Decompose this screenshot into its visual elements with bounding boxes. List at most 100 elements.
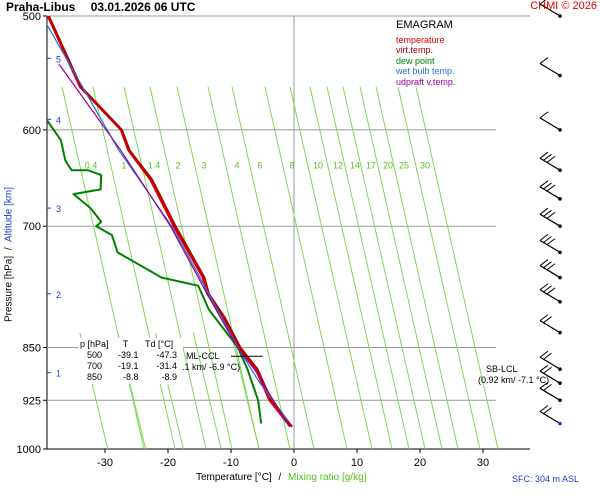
pressure-tick-label: 500 (23, 11, 41, 23)
table-cell: 700 (86, 361, 102, 371)
altitude-tick-label: 1 (56, 369, 61, 379)
wind-barb-icon (539, 381, 562, 403)
copyright: CHMI © 2026 (530, 0, 597, 12)
mixing-ratio-label: 20 (383, 160, 393, 170)
legend-title: EMAGRAM (396, 19, 453, 31)
mixing-ratio-label: 12 (333, 160, 343, 170)
table-cell: 850 (86, 372, 102, 382)
pressure-tick-label: 600 (23, 125, 41, 137)
mixing-ratio-label: 25 (399, 160, 409, 170)
table-cell: 500 (86, 350, 102, 360)
mixing-ratio-label: 17 (366, 160, 376, 170)
mixing-ratio-label: 3 (201, 160, 206, 170)
mixing-ratio-line (149, 86, 233, 449)
wind-barb-icon (539, 207, 562, 228)
mixing-ratio-line (289, 86, 373, 449)
temp-tick-label: -20 (160, 457, 176, 469)
y-label-altitude: Altitude [km] (3, 187, 15, 243)
wind-barb-icon (539, 259, 562, 280)
ml-ccl-value: .1 km/ -6.9 °C) (182, 361, 241, 372)
wind-barb-icon (539, 364, 562, 385)
legend-item-temperature: temperature (396, 34, 445, 45)
mixing-ratio-label: 0.4 (85, 160, 98, 170)
x-axis-label: Temperature [°C] / Mixing ratio [g/kg] (196, 472, 366, 483)
table-cell: -47.3 (156, 350, 178, 360)
station-title: Praha-Libus 03.01.2026 06 UTC (6, 0, 195, 14)
mixing-ratio-label: 4 (234, 160, 239, 170)
table-cell: -8.9 (161, 372, 178, 382)
table-row: 500 -39.1 -47.3 (80, 350, 181, 361)
surface-info: SFC: 304 m ASL (512, 474, 580, 484)
series-line-wet-bulb-temp (47, 23, 289, 421)
wind-barb-icon (539, 57, 562, 78)
wind-barb-icon (539, 0, 562, 18)
mixing-ratio-label: 10 (313, 160, 323, 170)
wind-barb-icon (539, 350, 562, 371)
mixing-ratio-lines (61, 86, 499, 449)
mixing-ratio-label: 1.4 (148, 160, 161, 170)
table-cell: -8.8 (123, 372, 139, 382)
table-header-td: Td [°C] (144, 339, 174, 349)
altitude-tick-label: 2 (56, 290, 61, 300)
mixing-ratio-line (176, 86, 260, 449)
altitude-tick-label: 5 (56, 54, 61, 64)
mixing-ratio-line (231, 86, 315, 449)
wind-barb-icon (539, 234, 562, 255)
legend-item-virt-temp: virt.temp. (396, 45, 434, 55)
guide-line (230, 332, 260, 449)
mixing-ratio-line (415, 86, 499, 449)
mixing-ratio-line (375, 86, 459, 449)
mixing-ratio-line (264, 86, 348, 449)
mixing-ratio-line (92, 86, 176, 449)
table-cell: -39.1 (118, 350, 139, 360)
mixing-ratio-label: 6 (257, 160, 262, 170)
temp-tick-label: 30 (477, 457, 489, 469)
sb-lcl-label: SB-LCL (486, 364, 518, 374)
table-header-t: T (122, 339, 129, 349)
station-name: Praha-Libus (6, 0, 76, 14)
mixing-ratio-label: 14 (350, 160, 360, 170)
pressure-tick-label: 925 (23, 395, 41, 407)
pressure-tick-label: 700 (23, 221, 41, 233)
mixing-ratio-line (123, 86, 207, 449)
grid (43, 15, 530, 453)
guide-line (192, 332, 222, 449)
table-header-p: p [hPa] (80, 339, 109, 349)
temp-tick-label: 20 (414, 457, 426, 469)
y-axis-label: Pressure [hPa] / Altitude [km] (4, 170, 15, 340)
mixing-ratio-label: 30 (420, 160, 430, 170)
table-cell: -31.4 (156, 361, 178, 371)
mixing-ratio-line (309, 86, 393, 449)
x-label-temp: Temperature [°C] (196, 472, 272, 483)
x-label-mixing: Mixing ratio [g/kg] (288, 472, 367, 483)
series-line-virt-temp (47, 16, 293, 428)
ml-ccl-annotation: ML-CCL .1 km/ -6.9 °C) (182, 351, 240, 372)
series-group (47, 16, 293, 428)
altitude-tick-label: 4 (56, 115, 61, 125)
mixing-ratio-label: 1 (121, 160, 126, 170)
mixing-ratio-label: 8 (289, 160, 294, 170)
sounding-table: p [hPa] T Td [°C] 500 -39.1 -47.3 700 -1… (78, 338, 184, 384)
mixing-ratio-label: 2 (175, 160, 180, 170)
altitude-tick-label: 3 (56, 204, 61, 214)
mixing-ratio-line (342, 86, 426, 449)
table-cell: -19.1 (118, 361, 139, 371)
temp-tick-label: 10 (351, 457, 363, 469)
ml-ccl-label: ML-CCL (186, 351, 220, 361)
series-line-dew-point (47, 118, 263, 424)
temp-tick-label: -10 (223, 457, 239, 469)
wind-barbs (539, 0, 562, 426)
sb-lcl-annotation: SB-LCL (0.92 km/ -7.1 °C) (478, 364, 549, 386)
legend-item-updraft: udpraft v.temp. (396, 76, 456, 87)
legend: EMAGRAM temperature virt.temp. dew point… (396, 20, 455, 87)
x-label-sep: / (278, 472, 282, 483)
legend-item-wet-bulb: wet bulb temp. (396, 66, 455, 76)
mixing-ratio-line (359, 86, 443, 449)
table-header: p [hPa] T Td [°C] (80, 339, 181, 350)
wind-barb-icon (539, 405, 562, 426)
pressure-tick-label: 850 (23, 342, 41, 354)
wind-barb-icon (539, 314, 562, 335)
sounding-datetime: 03.01.2026 06 UTC (90, 0, 196, 14)
